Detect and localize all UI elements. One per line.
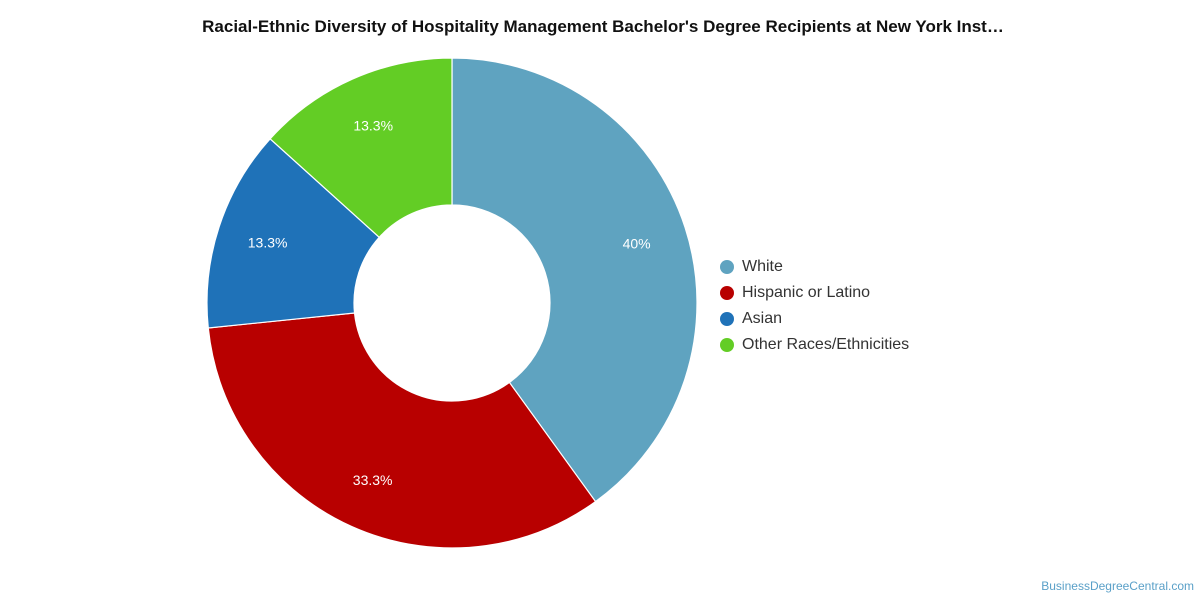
legend-swatch	[720, 286, 734, 300]
legend-item-hispanic-or-latino[interactable]: Hispanic or Latino	[720, 280, 909, 306]
legend-label: Other Races/Ethnicities	[742, 336, 910, 353]
chart-legend: White Hispanic or Latino Asian Other Rac…	[720, 254, 909, 358]
legend-label: Hispanic or Latino	[742, 284, 871, 301]
slice-value-label: 13.3%	[353, 118, 393, 134]
legend-item-white[interactable]: White	[720, 254, 909, 280]
slice-value-label: 40%	[623, 235, 651, 251]
donut-slice-hispanic-or-latino[interactable]	[207, 312, 597, 549]
source-credit[interactable]: BusinessDegreeCentral.com	[1041, 579, 1194, 593]
donut-slice-other-races-ethnicities[interactable]	[269, 57, 453, 239]
legend-swatch	[720, 312, 734, 326]
legend-label: Asian	[742, 310, 783, 327]
chart-title: Racial-Ethnic Diversity of Hospitality M…	[202, 17, 1004, 36]
slice-value-label: 13.3%	[248, 235, 288, 251]
legend-label: White	[742, 258, 783, 275]
legend-swatch	[720, 338, 734, 352]
legend-item-other-races[interactable]: Other Races/Ethnicities	[720, 332, 909, 358]
slice-value-label: 33.3%	[353, 472, 393, 488]
legend-item-asian[interactable]: Asian	[720, 306, 909, 332]
legend-swatch	[720, 260, 734, 274]
donut-slice-asian[interactable]	[206, 137, 381, 329]
donut-slice-white[interactable]	[451, 57, 698, 503]
